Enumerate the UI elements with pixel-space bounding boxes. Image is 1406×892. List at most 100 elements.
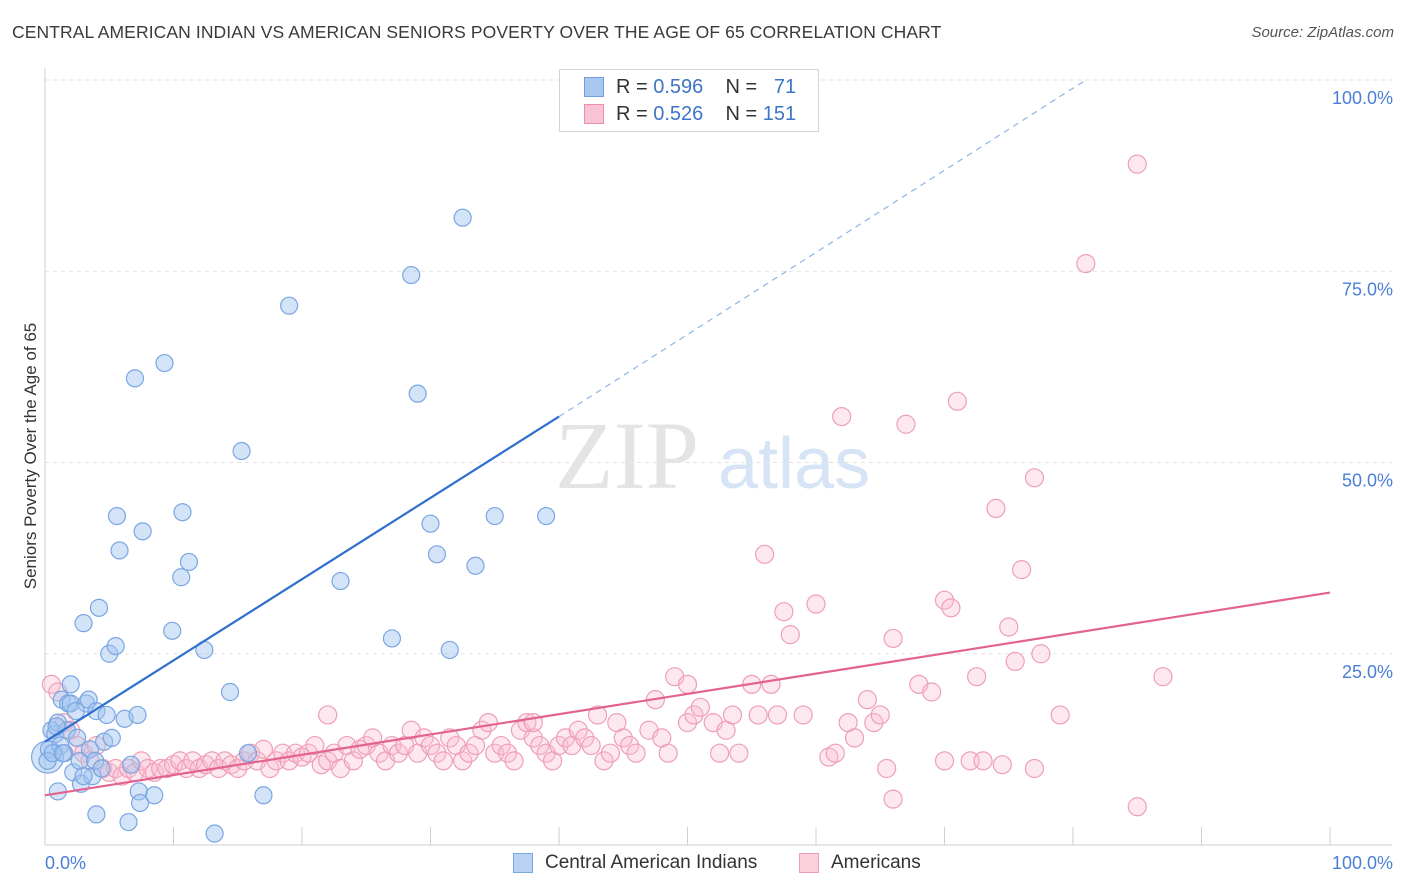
source-label: Source: ZipAtlas.com [1251, 24, 1394, 41]
americans-point [1153, 667, 1173, 687]
y-tick-label: 25.0% [1342, 662, 1393, 682]
central-american-indians-point [87, 805, 106, 824]
americans-point [504, 751, 524, 771]
legend-r-label: R = [616, 102, 648, 125]
legend-swatch-blue [584, 77, 604, 97]
americans-point [761, 674, 781, 694]
americans-point [183, 751, 203, 771]
americans-point [690, 697, 710, 717]
central-american-indians-point [125, 369, 145, 388]
americans-point [780, 625, 800, 645]
grid-lines [45, 79, 1392, 655]
americans-point [440, 728, 460, 748]
central-american-indians-point [238, 744, 258, 763]
central-american-indians-point [402, 265, 421, 285]
series-swatch-pink [799, 853, 819, 873]
americans-point [677, 712, 698, 733]
central-american-indians-trend-extension [558, 79, 1087, 418]
americans-point [973, 751, 993, 771]
legend-n-label: N = [725, 102, 758, 125]
central-american-indians-point [382, 629, 402, 648]
americans-point [1050, 705, 1070, 725]
americans-point [600, 743, 621, 763]
central-american-indians-point [107, 506, 127, 526]
legend-n-value: 71 [773, 75, 797, 98]
y-tick-label: 50.0% [1342, 471, 1393, 491]
central-american-indians-point [232, 441, 251, 461]
watermark-atlas: atlas [718, 424, 870, 504]
central-american-indians-point [440, 640, 459, 660]
x-tick-label: 0.0% [45, 853, 86, 873]
americans-point [41, 674, 62, 694]
legend-n-value: 151 [762, 102, 797, 125]
americans-point [1076, 254, 1096, 274]
legend-n-label: N = [725, 75, 758, 98]
central-american-indians-trend-line [44, 415, 560, 743]
central-american-indians-point [173, 503, 192, 522]
americans-point [1024, 758, 1045, 779]
americans-point [986, 498, 1006, 518]
americans-point [491, 735, 511, 756]
americans-point [857, 690, 878, 710]
central-american-indians-point [466, 556, 485, 575]
americans-point [613, 728, 633, 748]
americans-point [498, 743, 518, 763]
central-american-indians-point [453, 208, 472, 227]
americans-point [581, 735, 601, 756]
watermark: ZIP atlas [555, 402, 870, 509]
americans-point [934, 751, 955, 771]
central-american-indians-point [129, 782, 148, 801]
americans-point [1005, 651, 1025, 672]
series-legend: Central American Indians Americans [0, 852, 1406, 878]
americans-point [523, 728, 543, 748]
central-american-indians-point [89, 598, 109, 617]
central-american-indians-point [97, 705, 116, 725]
americans-point [896, 414, 916, 434]
americans-point [131, 751, 151, 771]
americans-point [754, 544, 775, 564]
americans-point [427, 743, 447, 763]
x-tick-label: 100.0% [1332, 853, 1393, 873]
americans-point [388, 743, 408, 763]
central-american-indians-point [172, 568, 191, 587]
americans-point [305, 735, 325, 756]
central-american-indians-point [427, 545, 447, 564]
central-american-indians-point [74, 767, 93, 786]
central-american-indians-point [130, 793, 150, 813]
central-american-indians-point [121, 755, 141, 774]
central-american-indians-point [68, 728, 87, 748]
americans-point [343, 751, 363, 771]
central-american-indians-point [66, 702, 85, 721]
series-label: Americans [831, 852, 921, 873]
americans-point [420, 735, 441, 756]
central-american-indians-point [179, 552, 199, 572]
central-american-indians-point [128, 705, 147, 725]
americans-point [1024, 468, 1045, 488]
americans-point [568, 720, 588, 740]
americans-point [806, 594, 826, 614]
americans-point [832, 407, 852, 427]
americans-point [967, 667, 987, 687]
central-american-indians-point [145, 786, 164, 805]
central-american-indians-point [119, 812, 138, 832]
chart-title: CENTRAL AMERICAN INDIAN VS AMERICAN SENI… [12, 22, 942, 42]
series-legend-central-american-indians[interactable]: Central American Indians [513, 852, 757, 874]
central-american-indians-point [485, 506, 504, 526]
americans-point [992, 755, 1012, 775]
legend-swatch-pink [584, 104, 604, 124]
americans-point [1011, 559, 1032, 580]
series-label: Central American Indians [545, 852, 758, 873]
central-american-indians-point [53, 744, 73, 763]
series-legend-americans[interactable]: Americans [799, 852, 921, 874]
central-american-indians-point [331, 571, 350, 591]
americans-point [453, 751, 473, 771]
y-axis-label: Seniors Poverty Over the Age of 65 [21, 323, 40, 589]
americans-point [677, 674, 698, 694]
americans-point [870, 705, 890, 725]
americans-point [253, 739, 274, 759]
americans-point [626, 743, 646, 763]
americans-point [658, 743, 678, 763]
americans-point [748, 705, 768, 725]
americans-point [710, 743, 730, 763]
central-american-indians-point [254, 786, 273, 805]
